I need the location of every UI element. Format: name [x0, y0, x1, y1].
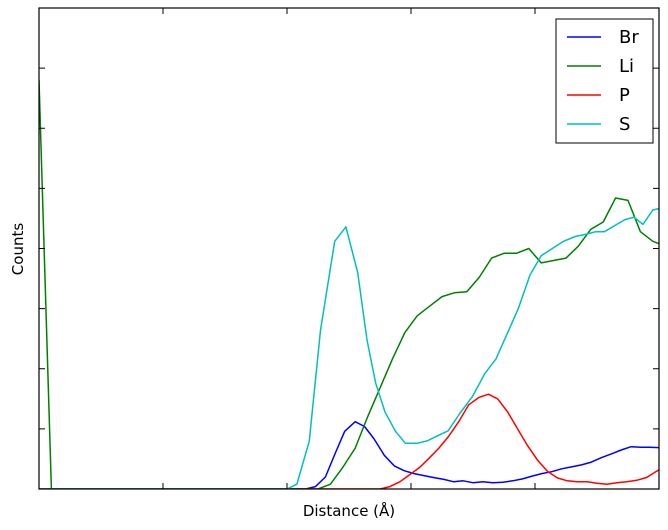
legend-box — [555, 18, 654, 144]
legend: Br Li PS — [555, 18, 654, 144]
y-axis-label: Counts — [9, 223, 27, 276]
legend-label-br: Br — [619, 27, 639, 48]
x-axis-label: Distance (Å) — [303, 501, 395, 520]
series-line-p — [39, 393, 659, 489]
legend-label-li: Li — [619, 56, 634, 77]
series-line-s — [39, 207, 659, 489]
legend-label-s: S — [619, 114, 630, 135]
series-line-br — [39, 420, 659, 489]
series-line-li — [39, 80, 659, 489]
axis-ticks — [38, 7, 660, 490]
legend-label-p: P — [619, 85, 630, 106]
plot-lines — [39, 80, 659, 489]
